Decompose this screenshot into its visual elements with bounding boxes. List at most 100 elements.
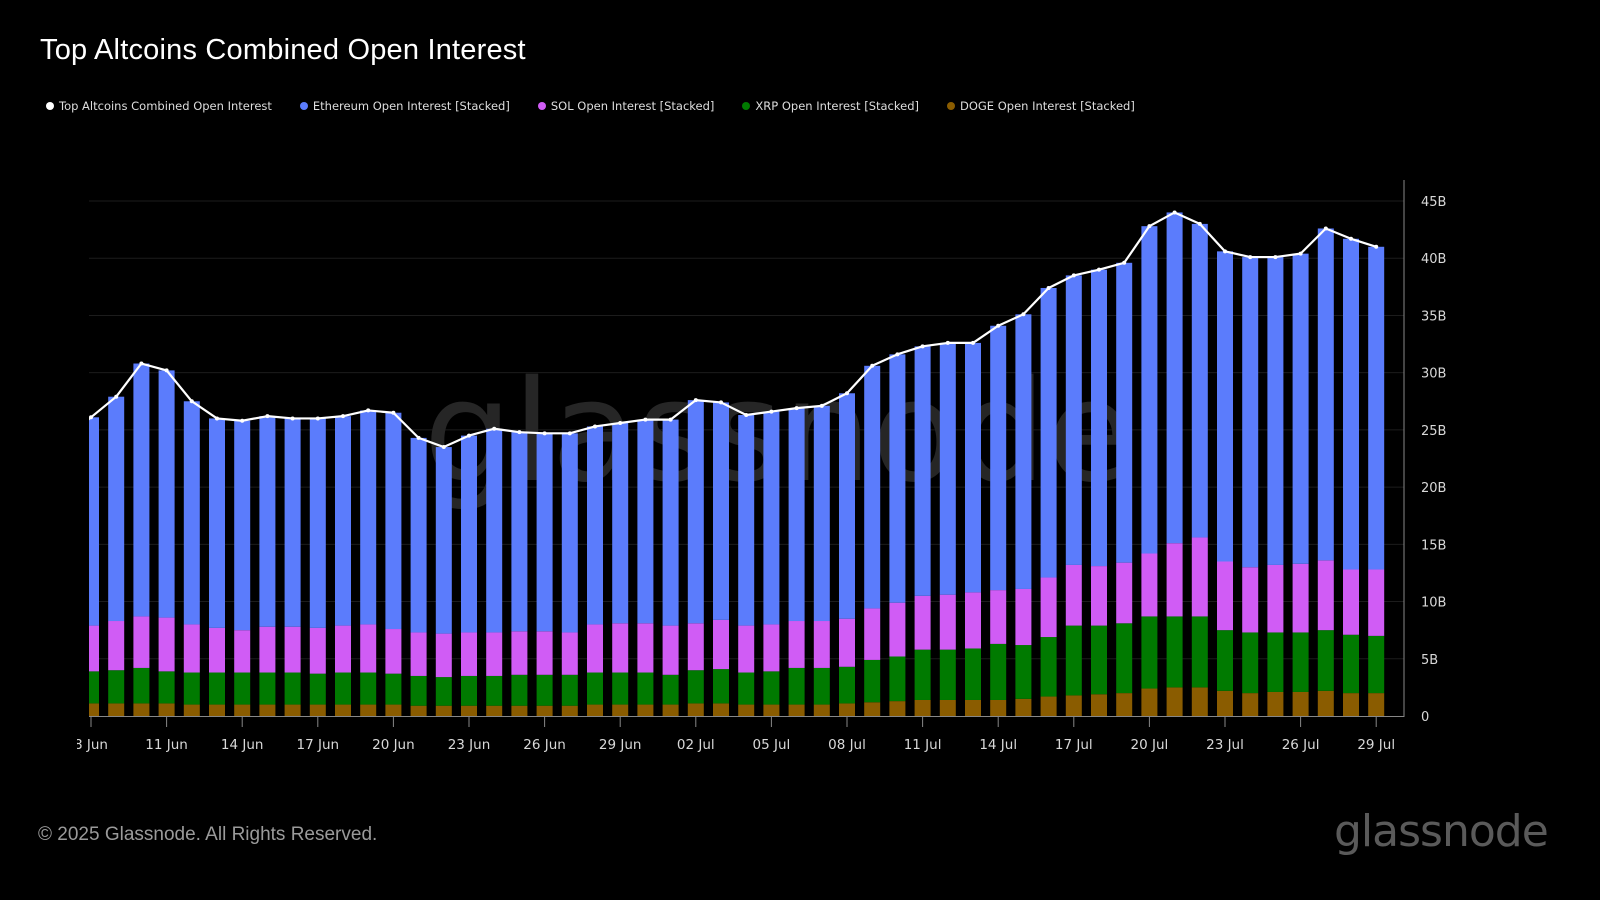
total-point (1223, 249, 1227, 254)
total-point (618, 421, 623, 426)
bar-xrp (435, 677, 452, 706)
legend-item-eth[interactable]: Ethereum Open Interest [Stacked] (299, 99, 510, 113)
bar-doge (158, 703, 175, 716)
bar-ethereum (687, 400, 704, 624)
bar-xrp (889, 656, 906, 702)
legend-dot-icon (299, 102, 308, 110)
bar-doge (89, 703, 99, 716)
bar-doge (511, 705, 528, 716)
total-point (89, 415, 93, 420)
bar-ethereum (335, 416, 351, 626)
x-tick-label: 17 Jun (297, 737, 340, 753)
total-point (114, 394, 119, 399)
bar-ethereum (738, 415, 755, 626)
y-tick-label: 10B (1421, 596, 1446, 611)
bar-ethereum (1191, 223, 1208, 538)
legend-item-sol[interactable]: SOL Open Interest [Stacked] (537, 99, 714, 113)
total-point (391, 410, 396, 415)
bar-xrp (839, 666, 855, 704)
total-point (794, 406, 799, 411)
bar-doge (259, 704, 276, 716)
bar-ethereum (914, 346, 931, 596)
bar-doge (1141, 688, 1158, 716)
bar-ethereum (990, 325, 1007, 591)
bar-ethereum (1242, 257, 1259, 568)
total-point (1147, 224, 1152, 229)
bar-xrp (511, 674, 528, 706)
total-point (971, 340, 975, 345)
bar-ethereum (309, 418, 326, 628)
total-point (290, 416, 295, 421)
bar-ethereum (1317, 228, 1334, 561)
x-tick-label: 23 Jun (448, 737, 491, 753)
bar-xrp (183, 672, 200, 705)
total-point (845, 391, 849, 396)
bar-sol (234, 630, 251, 673)
bar-sol (965, 592, 981, 649)
bar-ethereum (612, 423, 629, 624)
bar-doge (813, 704, 830, 716)
bar-ethereum (284, 418, 301, 627)
bar-doge (234, 704, 251, 716)
bar-doge (1116, 693, 1133, 716)
bar-doge (435, 705, 452, 716)
bar-ethereum (637, 419, 654, 624)
bar-ethereum (561, 433, 578, 633)
x-tick-label: 23 Jul (1206, 737, 1244, 753)
y-tick-label: 0 (1421, 710, 1429, 725)
bar-doge (1065, 695, 1082, 716)
bar-sol (183, 624, 200, 673)
legend-item-xrp[interactable]: XRP Open Interest [Stacked] (742, 99, 919, 113)
bar-xrp (234, 672, 251, 705)
bar-xrp (637, 672, 654, 705)
x-tick-label: 20 Jul (1131, 737, 1169, 753)
total-point (593, 424, 597, 429)
bar-xrp (461, 675, 477, 706)
total-point (265, 414, 270, 419)
legend-item-doge[interactable]: DOGE Open Interest [Stacked] (946, 99, 1135, 113)
bar-ethereum (108, 396, 125, 622)
bar-ethereum (788, 408, 805, 622)
total-point (164, 368, 169, 373)
bar-xrp (89, 671, 99, 704)
bar-sol (637, 623, 654, 673)
bar-ethereum (1040, 287, 1057, 578)
total-point (744, 413, 749, 418)
x-tick-label: 11 Jun (145, 737, 188, 753)
bar-sol (89, 625, 99, 672)
bars (89, 212, 1385, 716)
bar-xrp (1292, 632, 1309, 692)
total-point (870, 363, 875, 368)
total-point (895, 352, 900, 357)
bar-doge (1015, 698, 1032, 716)
bar-ethereum (662, 419, 679, 626)
bar-ethereum (385, 412, 402, 630)
x-tick-label: 14 Jul (979, 737, 1017, 753)
bar-sol (687, 623, 704, 671)
bar-xrp (1141, 616, 1158, 689)
x-tick-label: 17 Jul (1055, 737, 1093, 753)
bar-sol (1217, 561, 1233, 631)
bar-sol (335, 625, 351, 673)
bar-sol (1166, 543, 1183, 617)
bar-doge (1040, 696, 1057, 716)
bar-xrp (360, 672, 377, 705)
bar-sol (360, 624, 377, 673)
total-point (996, 323, 1001, 328)
legend-label: DOGE Open Interest [Stacked] (959, 99, 1135, 113)
y-tick-label: 5B (1421, 653, 1438, 668)
y-tick-label: 45B (1421, 195, 1446, 210)
bar-xrp (536, 674, 553, 706)
bar-xrp (209, 672, 225, 705)
legend-item-total[interactable]: Top Altcoins Combined Open Interest (46, 99, 272, 113)
total-point (945, 340, 950, 345)
bar-sol (108, 621, 125, 671)
bar-doge (713, 703, 729, 716)
bar-doge (486, 705, 503, 716)
y-tick-label: 30B (1421, 367, 1446, 382)
bar-sol (1040, 577, 1057, 638)
legend-label: XRP Open Interest [Stacked] (755, 99, 919, 113)
total-line (89, 210, 1379, 450)
bar-xrp (1040, 637, 1057, 697)
bar-xrp (1217, 630, 1233, 691)
